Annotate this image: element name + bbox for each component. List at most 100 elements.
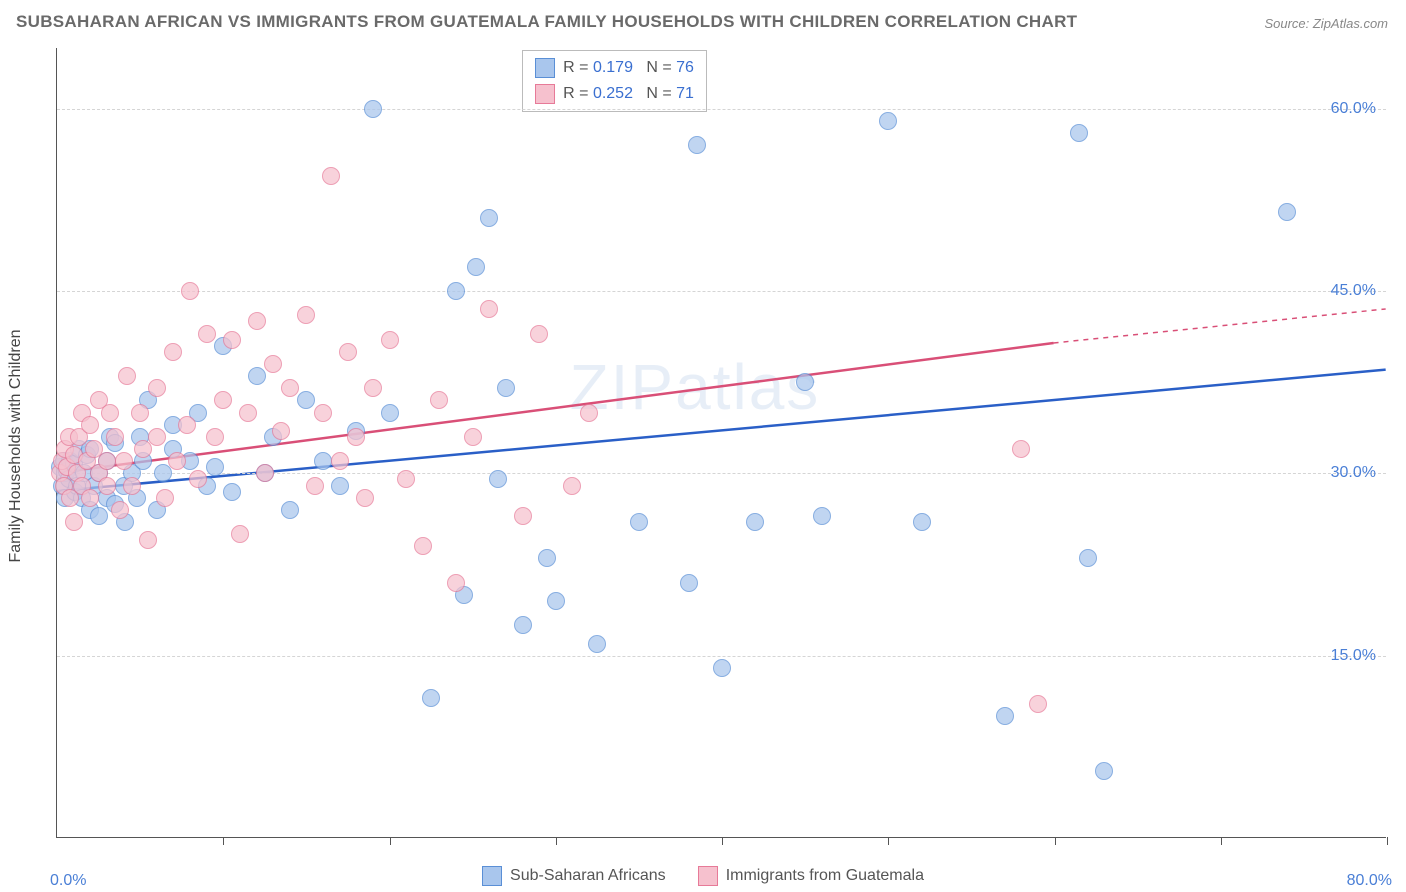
data-point — [879, 112, 897, 130]
data-point — [746, 513, 764, 531]
data-point — [189, 470, 207, 488]
legend-swatch — [535, 58, 555, 78]
data-point — [713, 659, 731, 677]
data-point — [101, 404, 119, 422]
data-point — [447, 282, 465, 300]
data-point — [464, 428, 482, 446]
y-axis-title: Family Households with Children — [7, 330, 25, 563]
y-tick-label: 15.0% — [1331, 647, 1376, 665]
data-point — [996, 707, 1014, 725]
legend-swatch — [535, 84, 555, 104]
legend-row: R = 0.179 N = 76 — [535, 55, 694, 81]
data-point — [168, 452, 186, 470]
data-point — [467, 258, 485, 276]
data-point — [364, 100, 382, 118]
x-tick — [1221, 837, 1222, 845]
data-point — [913, 513, 931, 531]
data-point — [281, 379, 299, 397]
data-point — [248, 367, 266, 385]
data-point — [414, 537, 432, 555]
x-tick — [888, 837, 889, 845]
data-point — [381, 404, 399, 422]
data-point — [178, 416, 196, 434]
x-tick — [223, 837, 224, 845]
data-point — [297, 391, 315, 409]
data-point — [514, 616, 532, 634]
chart-container: SUBSAHARAN AFRICAN VS IMMIGRANTS FROM GU… — [0, 0, 1406, 892]
data-point — [480, 300, 498, 318]
data-point — [248, 312, 266, 330]
data-point — [131, 404, 149, 422]
chart-title: SUBSAHARAN AFRICAN VS IMMIGRANTS FROM GU… — [16, 12, 1077, 32]
x-tick — [722, 837, 723, 845]
data-point — [65, 513, 83, 531]
legend-label: Immigrants from Guatemala — [726, 867, 924, 885]
plot-area: ZIPatlas R = 0.179 N = 76 R = 0.252 N = 7… — [56, 48, 1386, 838]
data-point — [297, 306, 315, 324]
data-point — [331, 452, 349, 470]
data-point — [813, 507, 831, 525]
legend-item: Sub-Saharan Africans — [482, 866, 666, 886]
data-point — [497, 379, 515, 397]
data-point — [381, 331, 399, 349]
data-point — [588, 635, 606, 653]
data-point — [106, 428, 124, 446]
data-point — [148, 428, 166, 446]
data-point — [514, 507, 532, 525]
data-point — [272, 422, 290, 440]
x-tick — [1055, 837, 1056, 845]
data-point — [206, 458, 224, 476]
data-point — [322, 167, 340, 185]
data-point — [181, 282, 199, 300]
x-tick — [556, 837, 557, 845]
series-legend: Sub-Saharan Africans Immigrants from Guat… — [0, 866, 1406, 886]
legend-label: Sub-Saharan Africans — [510, 867, 666, 885]
data-point — [547, 592, 565, 610]
data-point — [563, 477, 581, 495]
data-point — [148, 379, 166, 397]
data-point — [198, 325, 216, 343]
watermark: ZIPatlas — [570, 350, 821, 424]
data-point — [447, 574, 465, 592]
legend-stats: R = 0.252 N = 71 — [563, 85, 694, 103]
data-point — [314, 452, 332, 470]
data-point — [489, 470, 507, 488]
legend-row: R = 0.252 N = 71 — [535, 81, 694, 107]
source-label: Source: ZipAtlas.com — [1264, 16, 1388, 31]
data-point — [1070, 124, 1088, 142]
data-point — [796, 373, 814, 391]
data-point — [231, 525, 249, 543]
data-point — [630, 513, 648, 531]
legend-swatch — [698, 866, 718, 886]
data-point — [139, 531, 157, 549]
data-point — [223, 331, 241, 349]
data-point — [223, 483, 241, 501]
correlation-legend: R = 0.179 N = 76 R = 0.252 N = 71 — [522, 50, 707, 112]
data-point — [530, 325, 548, 343]
trend-lines — [57, 48, 1386, 837]
data-point — [430, 391, 448, 409]
data-point — [98, 452, 116, 470]
legend-swatch — [482, 866, 502, 886]
data-point — [206, 428, 224, 446]
data-point — [1278, 203, 1296, 221]
data-point — [364, 379, 382, 397]
data-point — [1012, 440, 1030, 458]
data-point — [580, 404, 598, 422]
data-point — [111, 501, 129, 519]
data-point — [164, 343, 182, 361]
data-point — [1029, 695, 1047, 713]
data-point — [264, 355, 282, 373]
data-point — [397, 470, 415, 488]
data-point — [118, 367, 136, 385]
gridline — [57, 291, 1386, 292]
data-point — [90, 507, 108, 525]
data-point — [98, 477, 116, 495]
data-point — [680, 574, 698, 592]
data-point — [81, 416, 99, 434]
data-point — [81, 489, 99, 507]
data-point — [356, 489, 374, 507]
data-point — [339, 343, 357, 361]
gridline — [57, 109, 1386, 110]
data-point — [347, 428, 365, 446]
